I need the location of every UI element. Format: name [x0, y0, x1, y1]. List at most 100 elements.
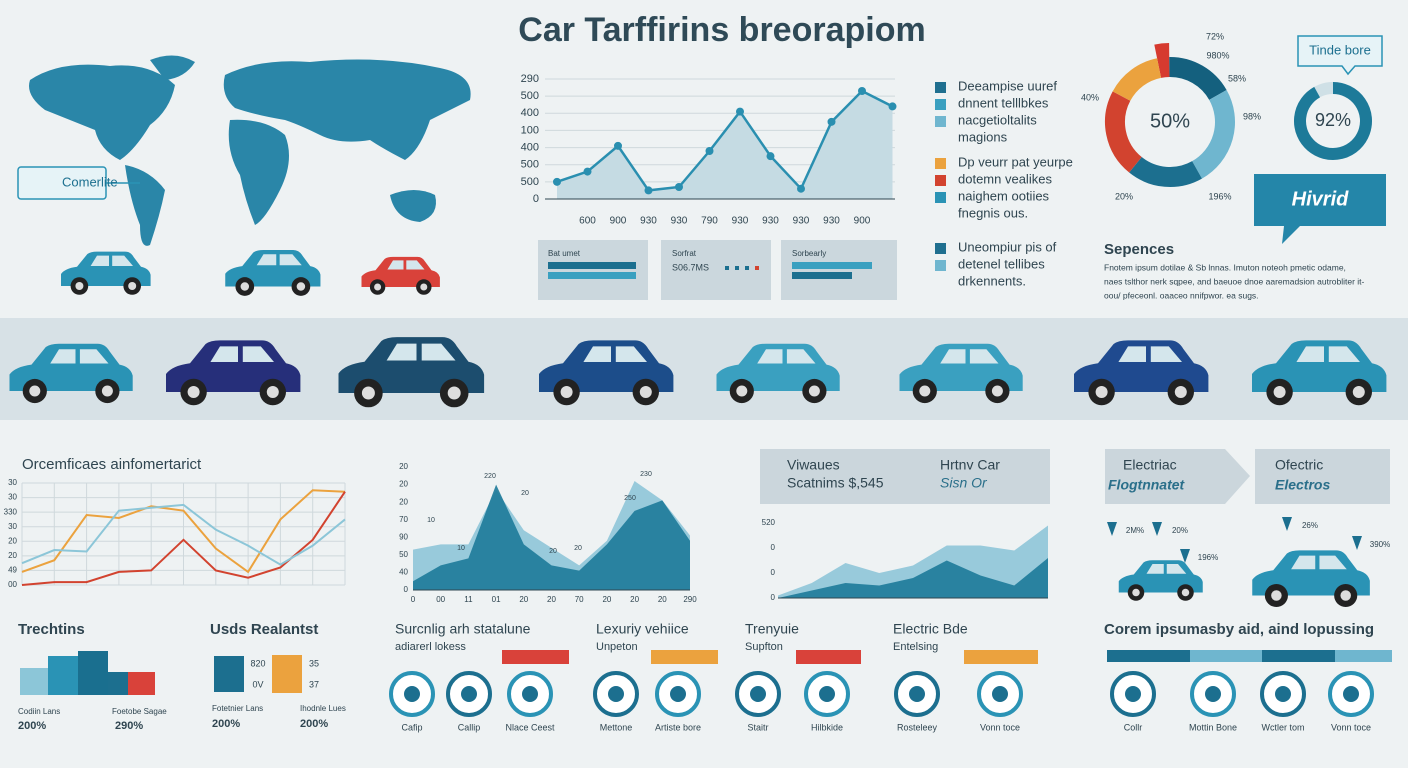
y-tick-label: 290: [521, 73, 539, 85]
icon-caption: Vonn toce: [980, 722, 1020, 732]
y-tick-label: 30: [8, 493, 17, 502]
legend-swatch: [935, 243, 946, 254]
electric-text: Ofectric: [1275, 457, 1323, 473]
car-body: [61, 251, 151, 286]
world-map: [29, 55, 471, 246]
y-tick-label: 20: [8, 536, 17, 545]
usds-note: 200%: [300, 718, 328, 730]
legend-text: detenel tellibes: [958, 256, 1045, 271]
map-shape: [223, 59, 471, 160]
legend-swatch: [935, 116, 946, 127]
donut-label: 40%: [1081, 92, 1099, 102]
donut-segment: [1105, 91, 1143, 173]
panel-label: Sorfrat: [672, 249, 697, 258]
car-window: [1296, 346, 1360, 362]
y-tick-label: 100: [521, 124, 539, 136]
icon-glyph: [750, 686, 766, 702]
y-tick-label: 50: [399, 550, 408, 559]
section-heading: Electric Bde: [893, 621, 968, 637]
y-tick-label: 20: [8, 551, 17, 560]
car-window: [256, 254, 302, 266]
hub: [29, 385, 41, 397]
chart-title: Trechtins: [18, 621, 85, 638]
map-shape: [390, 190, 436, 222]
hub: [361, 386, 375, 400]
bar: [78, 651, 108, 695]
icon-glyph: [522, 686, 538, 702]
line: [21, 503, 346, 566]
electric-box: [1105, 449, 1250, 504]
x-tick-label: 900: [854, 216, 871, 227]
info-box: [760, 449, 1050, 504]
electric-text: Electriac: [1123, 457, 1177, 473]
icon-glyph: [1125, 686, 1141, 702]
pin-label: 26%: [1302, 521, 1318, 530]
section-subtitle: Supfton: [745, 641, 783, 653]
car-window: [1118, 346, 1182, 362]
icon-caption: Staitr: [747, 722, 768, 732]
legend-text: magions: [958, 129, 1008, 144]
legend-text: naighem ootiies: [958, 188, 1050, 203]
section-bar: [502, 650, 569, 664]
donut-label: 20%: [1115, 191, 1133, 201]
annotation: 20: [549, 548, 557, 555]
car: [338, 337, 485, 408]
point: [644, 186, 653, 195]
electric-text: Flogtnnatet: [1108, 477, 1186, 493]
panel-dot: [755, 266, 759, 270]
icon-glyph: [1205, 686, 1221, 702]
y-tick-label: 90: [399, 532, 408, 541]
point: [766, 152, 775, 161]
point: [675, 183, 683, 191]
icon-glyph: [670, 686, 686, 702]
section-subtitle: Unpeton: [596, 641, 638, 653]
y-tick-label: 500: [521, 90, 539, 102]
donut-center: 50%: [1150, 110, 1190, 132]
chart-title: Orcemficaes ainfomertarict: [22, 456, 202, 473]
car-window: [583, 346, 647, 362]
hub: [736, 385, 748, 397]
electric-text: Electros: [1275, 477, 1330, 493]
info-text: Viwaues: [787, 457, 840, 473]
icon-glyph: [404, 686, 420, 702]
car: [1252, 550, 1370, 608]
icon-glyph: [608, 686, 624, 702]
donut-label: 98%: [1243, 111, 1261, 121]
y-tick-label: 400: [521, 107, 539, 119]
pin-label: 196%: [1198, 553, 1218, 562]
y-tick-label: 00: [8, 580, 17, 589]
legend-text: dnnent telllbkes: [958, 95, 1049, 110]
panel-dot: [745, 266, 749, 270]
hub: [1174, 386, 1187, 398]
car-body: [166, 340, 301, 392]
bar: [128, 672, 155, 695]
y-tick-label: 500: [521, 176, 539, 188]
car-window: [1146, 564, 1187, 574]
hub: [447, 386, 461, 400]
car-window: [386, 343, 456, 361]
usds-cell-text: 37: [309, 679, 319, 689]
car: [899, 343, 1023, 404]
panel: [661, 240, 771, 300]
panel-bar: [548, 272, 636, 279]
legend-text: Deeampise uuref: [958, 78, 1057, 93]
map-shape: [29, 64, 175, 160]
icon-glyph: [1343, 686, 1359, 702]
x-tick-label: 20: [519, 595, 528, 604]
donut-segment: [1169, 57, 1227, 101]
pin-label: 390%: [1370, 540, 1390, 549]
paragraph-line: Fnotem ipsum dotilae & Sb lnnas. Imuton …: [1104, 262, 1346, 272]
donut-segment: [1154, 43, 1170, 78]
donut-label: 58%: [1228, 73, 1246, 83]
hub: [75, 282, 84, 290]
y-tick-label: 49: [8, 566, 17, 575]
legend-text: nacgetioltalits: [958, 112, 1037, 127]
car-window: [940, 349, 999, 364]
x-tick-label: 900: [610, 216, 627, 227]
point: [827, 117, 836, 126]
panel: [538, 240, 648, 300]
y-tick-label: 70: [399, 515, 408, 524]
annotation: 20: [521, 490, 529, 497]
section-heading: Sepences: [1104, 241, 1174, 258]
